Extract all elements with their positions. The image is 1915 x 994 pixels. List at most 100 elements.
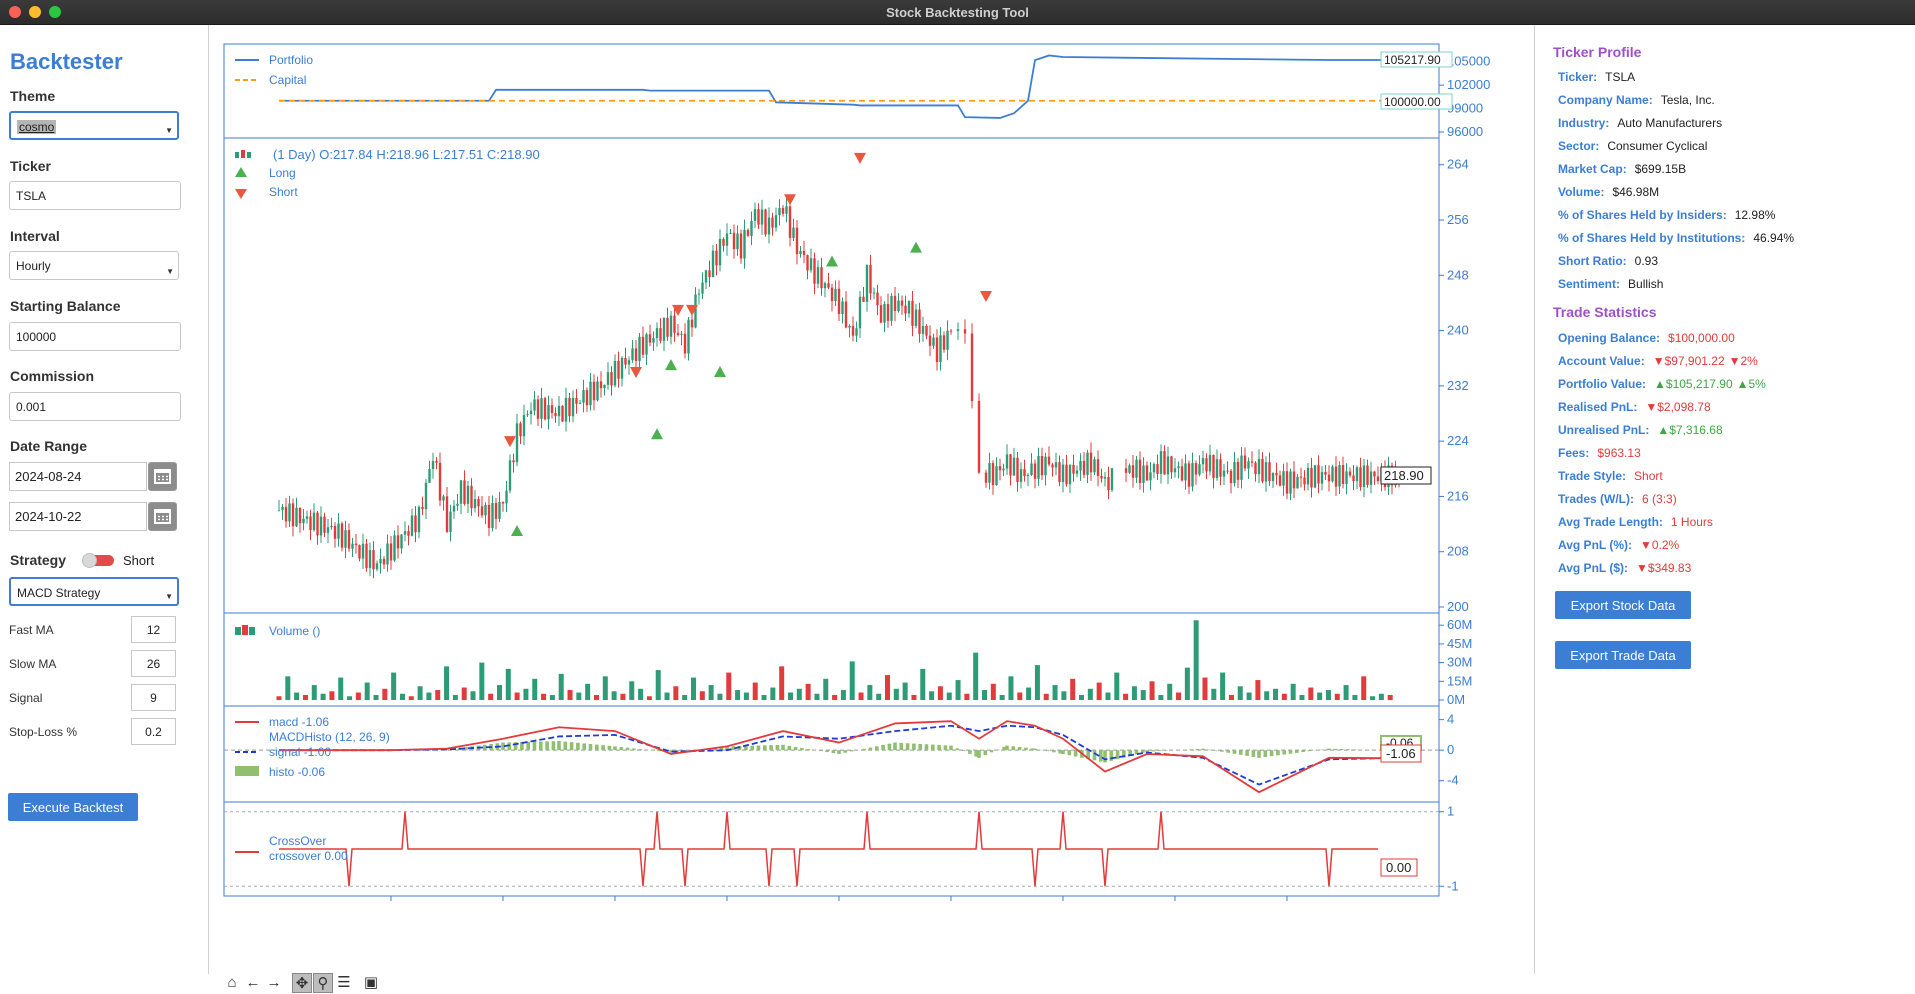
theme-select[interactable]: cosmo ▼ xyxy=(9,111,179,140)
end-date-input[interactable]: 2024-10-22 xyxy=(9,502,147,531)
candle-body xyxy=(1034,463,1036,478)
candle-body xyxy=(876,292,878,305)
candle-body xyxy=(1370,472,1372,485)
export-stock-data-button[interactable]: Export Stock Data xyxy=(1555,591,1691,619)
short-toggle[interactable] xyxy=(82,553,116,568)
candle-body xyxy=(670,316,672,337)
slow-ma-input[interactable]: 26 xyxy=(131,650,176,677)
candle-body xyxy=(880,305,882,322)
volume-bar xyxy=(1291,684,1296,700)
candle-body xyxy=(988,463,990,483)
volume-bar xyxy=(920,669,925,700)
candle-body xyxy=(502,502,504,504)
candle-body xyxy=(1359,467,1361,487)
stat-change: ▼2% xyxy=(1729,354,1758,368)
histo-bar xyxy=(1141,750,1145,753)
stat-value: ▼$97,901.22▼2% xyxy=(1653,354,1758,368)
strategy-select[interactable]: MACD Strategy ▼ xyxy=(9,577,179,606)
histo-bar xyxy=(1005,746,1009,751)
y-tick-label: 240 xyxy=(1447,323,1469,338)
volume-bar xyxy=(700,691,705,700)
starting-balance-input[interactable]: 100000 xyxy=(9,322,181,351)
histo-bar xyxy=(906,743,910,750)
stat-value: 6 (3:3) xyxy=(1642,492,1677,506)
candle-body xyxy=(1345,471,1347,484)
stat-amount: ▼$349.83 xyxy=(1636,561,1691,575)
legend-swatch xyxy=(241,150,245,158)
candle-body xyxy=(1135,460,1137,478)
legend-label: Capital xyxy=(269,73,306,87)
candle-body xyxy=(351,544,353,549)
configure-icon[interactable]: ☰ xyxy=(334,973,354,993)
stat-value: ▲$7,316.68 xyxy=(1657,423,1722,437)
y-tick-label: 216 xyxy=(1447,488,1469,503)
stop-loss-input[interactable]: 0.2 xyxy=(131,718,176,745)
stat-value: ▼$349.83 xyxy=(1636,561,1691,575)
volume-bar xyxy=(1335,694,1340,700)
profile-row: Short Ratio:0.93 xyxy=(1558,254,1658,268)
stat-row: Avg PnL (%):▼0.2% xyxy=(1558,538,1679,552)
candle-body xyxy=(327,527,329,533)
volume-bar xyxy=(1097,683,1102,700)
histo-bar xyxy=(1145,750,1149,752)
volume-bar xyxy=(1264,691,1269,700)
candle-body xyxy=(309,516,311,530)
volume-bar xyxy=(911,695,916,700)
candle-body xyxy=(1268,462,1270,481)
volume-bar xyxy=(1185,668,1190,700)
fast-ma-input[interactable]: 12 xyxy=(131,616,176,643)
volume-bar xyxy=(1061,691,1066,700)
candle-body xyxy=(1125,468,1127,473)
histo-bar xyxy=(1201,749,1205,751)
execute-backtest-button[interactable]: Execute Backtest xyxy=(8,793,138,821)
end-date-calendar-button[interactable] xyxy=(148,502,177,531)
export-trade-data-button[interactable]: Export Trade Data xyxy=(1555,641,1691,669)
candle-body xyxy=(484,505,486,515)
stat-key: Account Value: xyxy=(1558,354,1645,368)
volume-bar xyxy=(1317,693,1322,700)
volume-bar xyxy=(726,673,731,700)
candle-body xyxy=(666,318,668,337)
candle-body xyxy=(302,519,304,523)
histo-bar xyxy=(1033,749,1037,751)
histo-bar xyxy=(1024,748,1028,751)
histo-bar xyxy=(595,745,599,751)
candle-body xyxy=(943,335,945,349)
interval-select[interactable]: Hourly ▼ xyxy=(9,251,179,280)
ticker-input[interactable]: TSLA xyxy=(9,181,181,210)
volume-bar xyxy=(594,695,599,700)
volume-bar xyxy=(797,689,802,700)
commission-input[interactable]: 0.001 xyxy=(9,392,181,421)
candle-body xyxy=(530,411,532,415)
forward-icon[interactable]: → xyxy=(264,973,284,993)
home-icon[interactable]: ⌂ xyxy=(222,973,242,993)
candle-body xyxy=(442,496,444,500)
chart-canvas[interactable]: 9600099000102000105000PortfolioCapital10… xyxy=(209,25,1534,974)
stat-amount: ▲$7,316.68 xyxy=(1657,423,1722,437)
candle-body xyxy=(925,326,927,336)
volume-bar xyxy=(435,690,440,700)
candle-body xyxy=(806,255,808,270)
candle-body xyxy=(946,331,948,350)
candle-body xyxy=(369,550,371,568)
candle-body xyxy=(820,267,822,288)
start-date-calendar-button[interactable] xyxy=(148,462,177,491)
zoom-icon[interactable]: ⚲ xyxy=(313,973,333,993)
y-tick-label: 60M xyxy=(1447,617,1472,632)
candle-body xyxy=(1072,465,1074,474)
candle-body xyxy=(1244,456,1246,469)
histo-bar xyxy=(1052,750,1056,752)
signal-input[interactable]: 9 xyxy=(131,684,176,711)
candle-body xyxy=(411,516,413,536)
price-last-label: 218.90 xyxy=(1384,468,1424,483)
histo-bar xyxy=(781,745,785,750)
back-icon[interactable]: ← xyxy=(243,973,263,993)
pan-icon[interactable]: ✥ xyxy=(292,973,312,993)
candle-body xyxy=(344,530,346,548)
start-date-input[interactable]: 2024-08-24 xyxy=(9,462,147,491)
save-icon[interactable]: ▣ xyxy=(361,973,381,993)
volume-bar xyxy=(1379,694,1384,700)
volume-bar xyxy=(488,694,493,700)
candle-body xyxy=(649,334,651,342)
